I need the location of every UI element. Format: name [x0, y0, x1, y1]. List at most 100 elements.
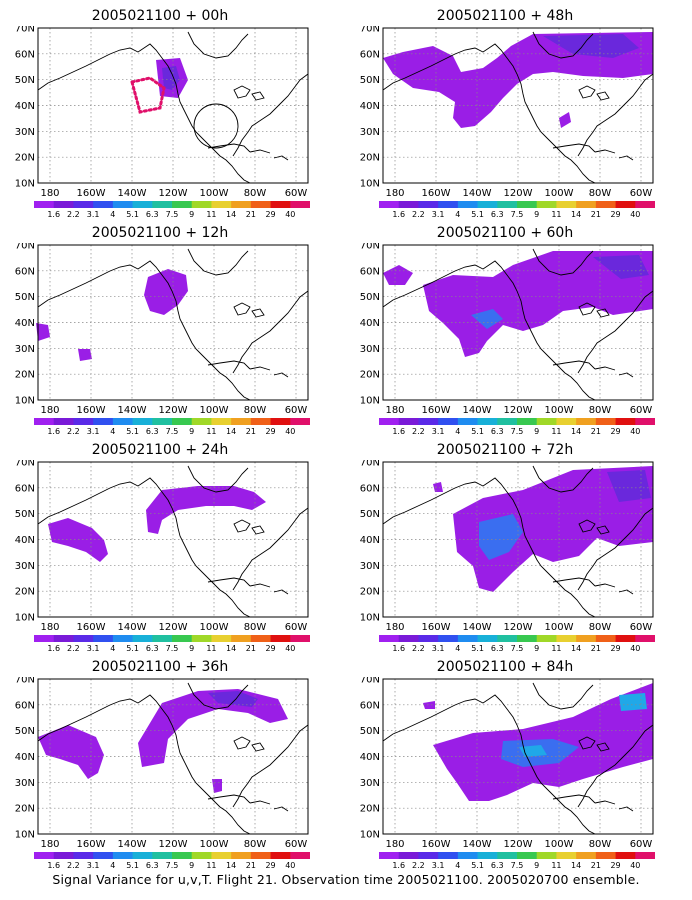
x-tick-label: 140W	[463, 839, 492, 850]
coastline	[578, 519, 610, 535]
colorbar-label: 29	[265, 644, 275, 653]
y-tick-label: 10N	[15, 179, 35, 190]
colorbar-label: 14	[226, 210, 236, 219]
x-tick-label: 60W	[630, 188, 653, 199]
colorbar-label: 1.6	[392, 644, 405, 653]
panel-12h: 2005021100 + 12h 70N 60N 50N 40N 30N 20N 10N 18…	[10, 225, 310, 440]
y-tick-label: 10N	[15, 830, 35, 841]
map-00h: 70N 60N 50N 40N 30N 20N 10N 180 160W 140W 120W 100W…	[10, 26, 310, 223]
colorbar-label: 5.1	[471, 210, 484, 219]
x-tick-label: 140W	[118, 622, 147, 633]
x-tick-label: 60W	[285, 405, 308, 416]
y-tick-label: 10N	[360, 179, 380, 190]
map-frame	[382, 27, 654, 184]
y-tick-label: 10N	[360, 830, 380, 841]
colorbar-label: 5.1	[471, 644, 484, 653]
colorbar-swatch	[270, 852, 291, 859]
panel-84h: 2005021100 + 84h 70N 60N 50N 40N 30N 20N 10N 18…	[355, 659, 655, 874]
colorbar-swatch	[53, 418, 74, 425]
colorbar-label: 40	[285, 861, 295, 870]
x-tick-label: 180	[385, 839, 404, 850]
colorbar-swatch	[152, 852, 173, 859]
colorbar-swatch	[576, 201, 597, 208]
colorbar-label: 7.5	[511, 427, 524, 436]
y-tick-label: 70N	[360, 460, 380, 469]
coastline	[594, 583, 634, 595]
x-tick-label: 80W	[589, 188, 612, 199]
colorbar-label: 4	[455, 861, 460, 870]
colorbar-swatch	[132, 418, 153, 425]
y-tick-label: 70N	[360, 243, 380, 252]
colorbar-label: 2.2	[412, 210, 425, 219]
coastline	[594, 366, 634, 378]
x-tick-label: 80W	[244, 622, 267, 633]
colorbar-swatch	[112, 635, 133, 642]
observation-region-marker	[130, 76, 166, 114]
colorbar-swatch	[497, 635, 518, 642]
y-tick-label: 50N	[360, 509, 380, 520]
colorbar-label: 11	[206, 644, 216, 653]
coastline	[577, 724, 654, 808]
panel-title: 2005021100 + 72h	[436, 442, 574, 458]
coastline	[249, 149, 289, 161]
x-tick-label: 180	[385, 188, 404, 199]
x-tick-label: 120W	[159, 405, 188, 416]
colorbar-label: 40	[630, 427, 640, 436]
colorbar-swatch	[457, 635, 478, 642]
x-tick-label: 160W	[77, 405, 106, 416]
colorbar-label: 6.3	[146, 861, 159, 870]
colorbar-swatch	[576, 635, 597, 642]
colorbar-swatch	[595, 418, 616, 425]
panel-72h: 2005021100 + 72h 70N 60N 50N 40N 30N 20N 10N 18…	[355, 442, 655, 657]
variance-shading	[543, 34, 639, 58]
y-tick-label: 30N	[360, 561, 380, 572]
colorbar-label: 9	[534, 427, 539, 436]
colorbar-label: 11	[551, 427, 561, 436]
colorbar-label: 5.1	[126, 210, 139, 219]
colorbar-swatch	[53, 201, 74, 208]
x-tick-label: 120W	[504, 188, 533, 199]
colorbar-swatch	[517, 852, 538, 859]
y-tick-label: 40N	[360, 752, 380, 763]
colorbar-label: 1.6	[392, 427, 405, 436]
coastline	[37, 477, 251, 618]
colorbar-label: 1.6	[47, 861, 60, 870]
colorbar-label: 3.1	[432, 644, 445, 653]
coastline	[233, 519, 265, 535]
map-svg: 70N 60N 50N 40N 30N 20N 10N 180 160W 140W 120W 100W…	[15, 677, 310, 870]
colorbar-label: 2.2	[67, 210, 80, 219]
coastline	[187, 248, 249, 276]
colorbar-label: 40	[285, 644, 295, 653]
coastline	[249, 366, 289, 378]
colorbar-label: 40	[285, 210, 295, 219]
colorbar-label: 3.1	[87, 210, 100, 219]
map-svg: 70N 60N 50N 40N 30N 20N 10N 180 160W 140W 120W 100W…	[360, 243, 655, 436]
colorbar-label: 6.3	[146, 644, 159, 653]
x-tick-label: 60W	[285, 188, 308, 199]
colorbar-swatch	[172, 418, 193, 425]
colorbar-label: 1.6	[392, 861, 405, 870]
variance-shading	[36, 323, 50, 341]
panel-title: 2005021100 + 12h	[91, 225, 229, 241]
x-tick-label: 80W	[244, 188, 267, 199]
coastline	[233, 302, 265, 318]
colorbar-label: 1.6	[392, 210, 405, 219]
variance-shading	[619, 693, 647, 711]
colorbar-label: 4	[110, 861, 115, 870]
colorbar-label: 21	[591, 210, 601, 219]
x-tick-label: 80W	[589, 622, 612, 633]
coastline	[187, 31, 249, 59]
colorbar-label: 4	[455, 210, 460, 219]
colorbar-swatch	[595, 635, 616, 642]
colorbar-label: 6.3	[491, 210, 504, 219]
y-tick-label: 70N	[15, 677, 35, 686]
coastline	[578, 302, 610, 318]
map-84h: 70N 60N 50N 40N 30N 20N 10N 180 160W 140W 120W 100W…	[355, 677, 655, 874]
colorbar-label: 14	[571, 861, 581, 870]
colorbar-label: 7.5	[166, 210, 179, 219]
y-tick-label: 40N	[360, 535, 380, 546]
colorbar-swatch	[398, 418, 419, 425]
colorbar-label: 2.2	[67, 861, 80, 870]
colorbar-swatch	[290, 201, 310, 208]
colorbar-label: 14	[571, 210, 581, 219]
